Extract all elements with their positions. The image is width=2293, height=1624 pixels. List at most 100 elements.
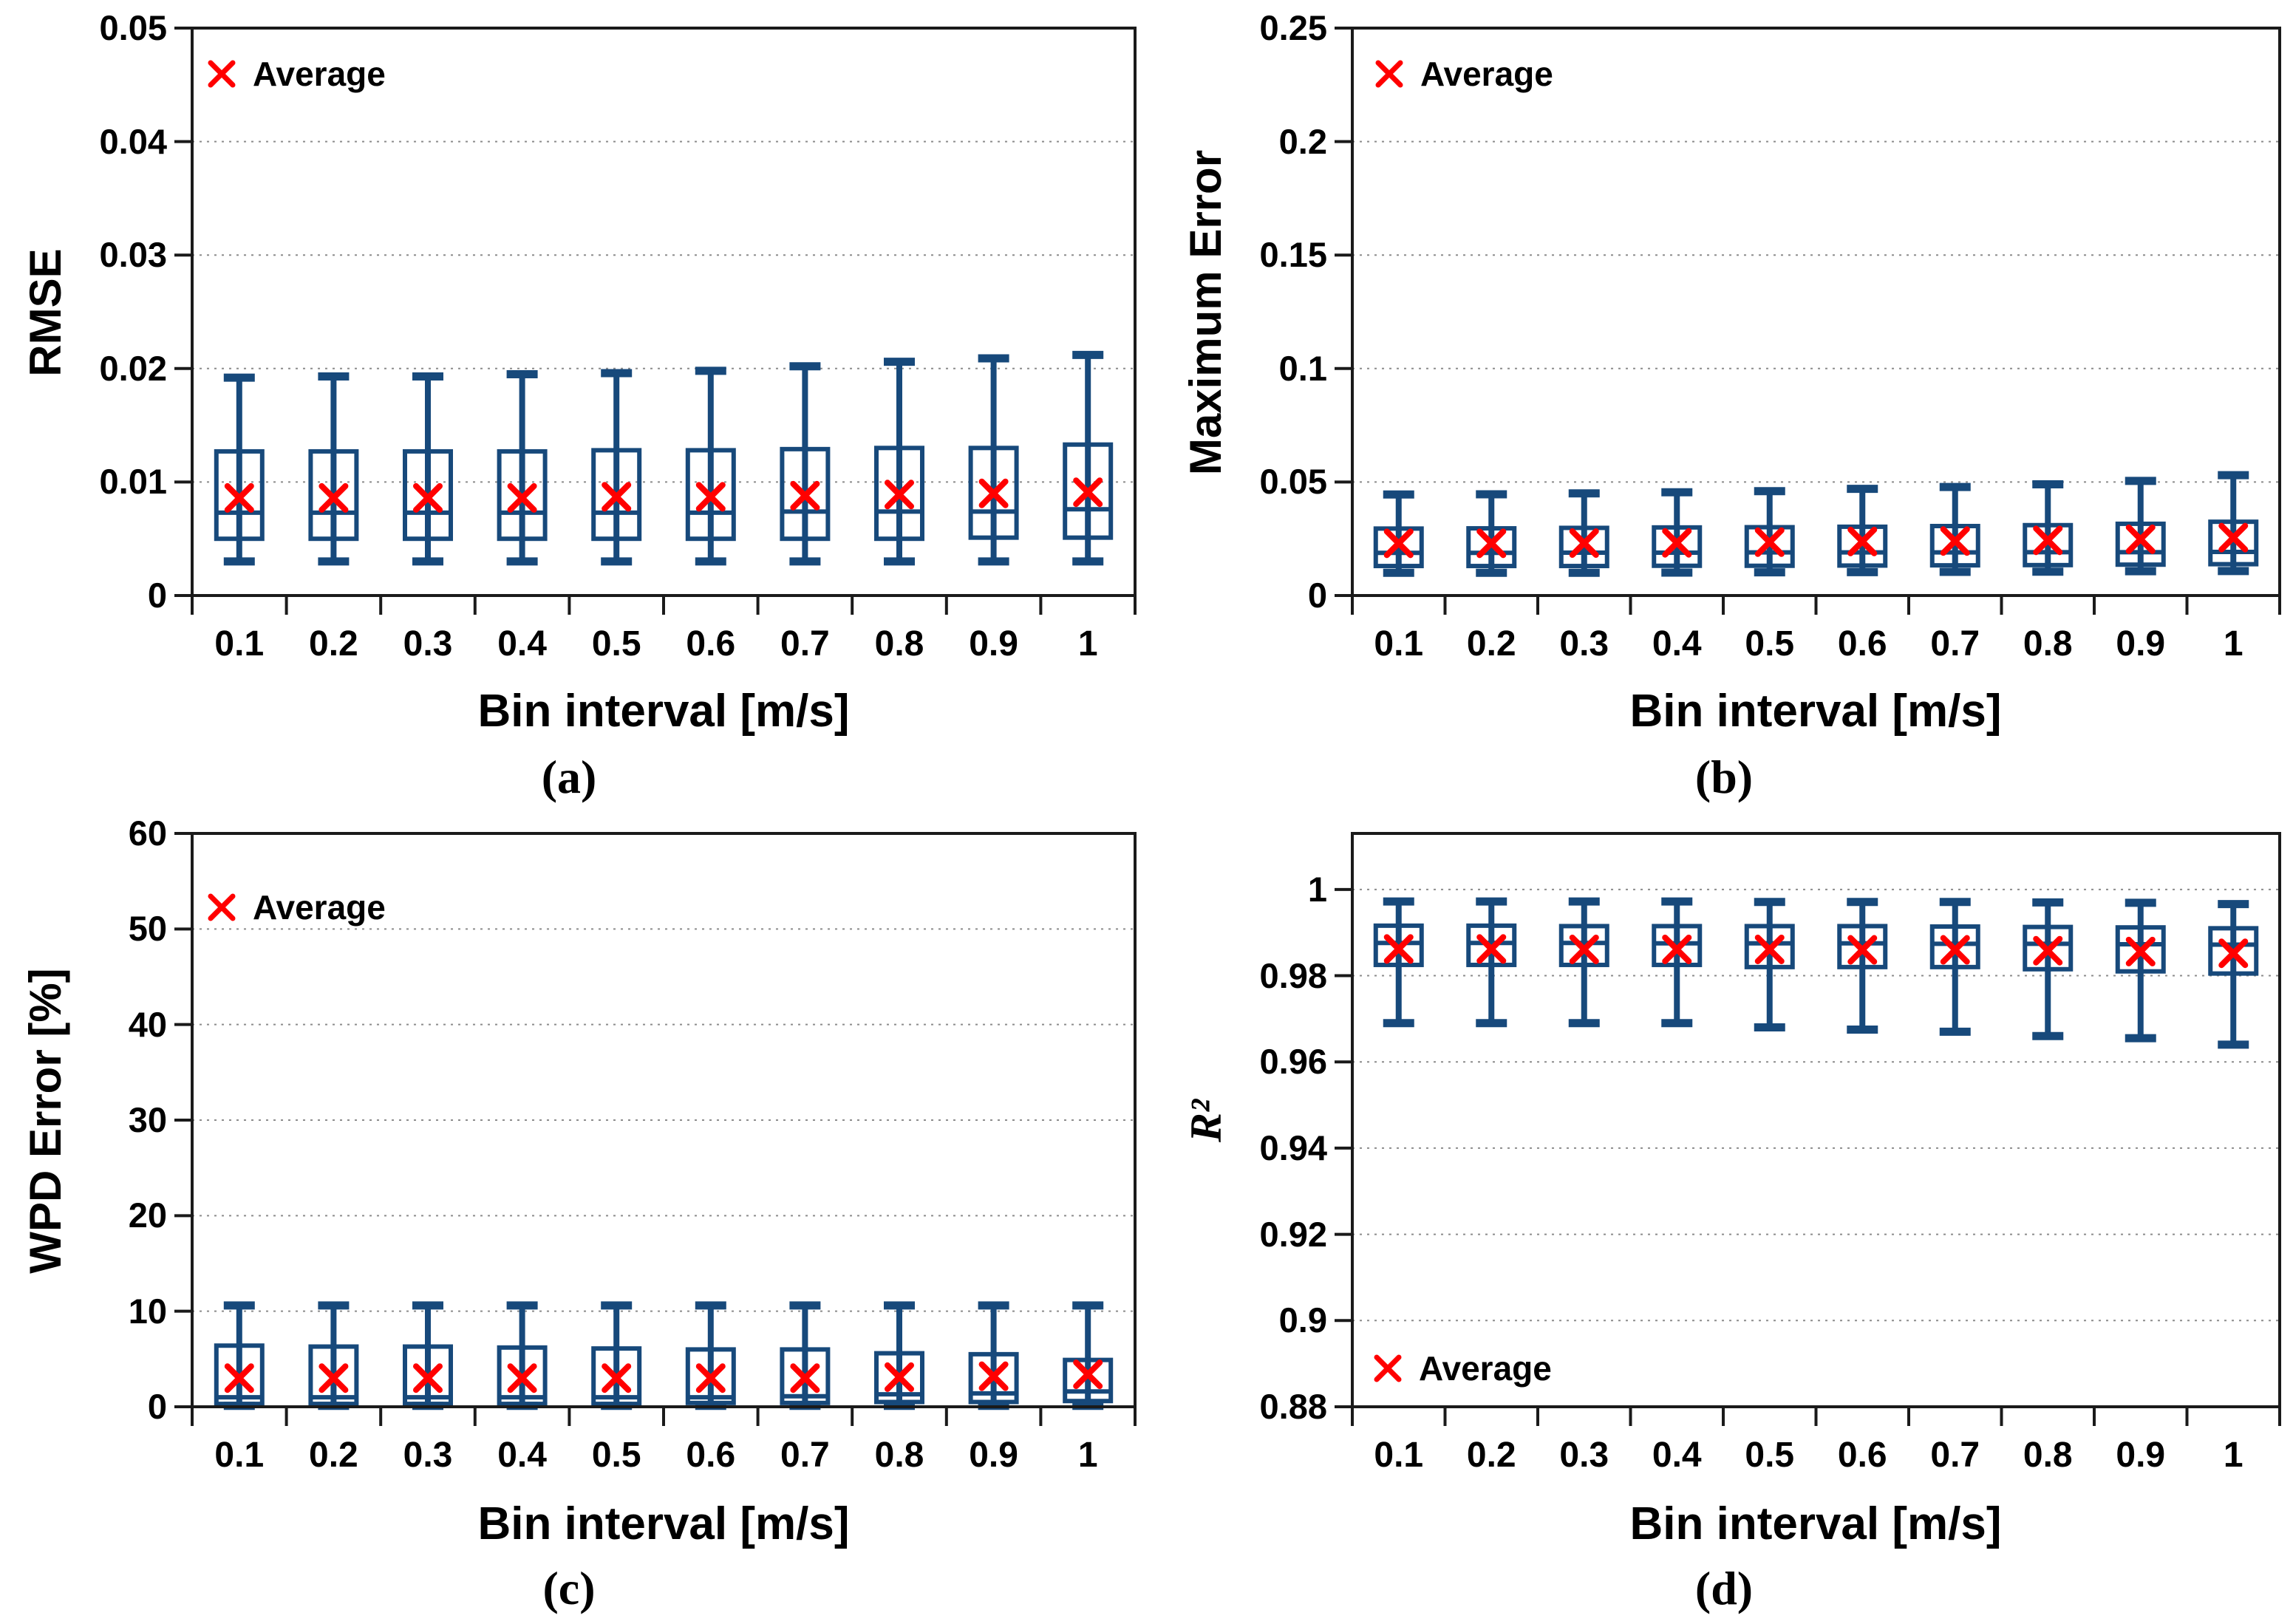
box-iqr [403,1344,453,1407]
box-iqr [1744,924,1795,969]
box-iqr [1558,924,1609,967]
box-iqr [1063,1357,1114,1404]
box-iqr [780,1347,831,1405]
average-marker [602,1363,632,1393]
legend-average-icon [208,60,236,88]
y-tick-label: 30 [128,1100,167,1139]
box-iqr [1837,924,1888,969]
average-marker [1569,934,1599,964]
average-marker [1073,477,1103,508]
average-marker [507,1363,537,1393]
box-iqr [1929,924,1980,969]
average-marker [885,480,914,510]
box-iqr [1744,525,1795,568]
box-iqr [1558,525,1609,569]
x-axis-title: Bin interval [m/s] [1629,686,2002,737]
box-iqr [2115,521,2166,567]
x-axis-title: Bin interval [m/s] [477,1498,850,1549]
average-marker [1073,1359,1103,1390]
y-tick-label: 0 [147,1387,167,1426]
average-marker [2033,935,2063,966]
average-marker [1754,527,1785,557]
y-tick-label: 40 [128,1004,167,1044]
box-iqr [2023,522,2074,567]
x-tick-label: 0.9 [969,624,1018,663]
box-iqr [685,448,736,542]
box-iqr [968,446,1019,540]
y-tick-label: 0.98 [1259,955,1327,995]
box-iqr [1652,525,1703,568]
x-tick-label: 0.5 [591,624,641,663]
x-tick-label: 0.3 [403,1436,453,1475]
x-tick-label: 0.1 [214,624,265,663]
box-iqr [2208,519,2259,567]
x-tick-label: 0.2 [1466,624,1516,663]
average-marker [695,482,726,512]
box-iqr [1466,923,1517,967]
average-marker [1940,935,1970,965]
average-marker [790,480,820,511]
x-tick-label: 1 [1077,624,1098,663]
x-tick-label: 0.3 [1559,624,1609,663]
x-tick-label: 1 [2223,1436,2243,1475]
box-iqr [308,1344,359,1407]
legend-label: Average [253,55,386,93]
x-tick-label: 0.4 [1652,1436,1702,1475]
box-iqr [874,446,924,542]
x-tick-label: 0.1 [1374,624,1424,663]
box-iqr [1837,524,1888,568]
x-tick-label: 0.4 [497,1436,547,1475]
x-tick-label: 0.1 [214,1436,265,1475]
average-marker [695,1363,726,1393]
average-marker [224,1363,254,1393]
y-tick-label: 20 [128,1195,167,1235]
average-marker [2125,936,2156,966]
box-iqr [591,448,642,542]
box-iqr [2115,925,2166,974]
x-tick-label: 0.7 [1930,1436,1980,1475]
y-tick-label: 0.94 [1259,1127,1327,1167]
y-tick-label: 1 [1307,869,1327,909]
y-tick-label: 0.88 [1259,1387,1327,1426]
average-marker [978,478,1009,508]
y-tick-label: 0.9 [1278,1300,1327,1340]
box-iqr [308,448,359,542]
box-iqr [214,1343,265,1407]
x-tick-label: 0.5 [1745,1436,1795,1475]
average-marker [2033,525,2063,556]
x-tick-label: 0.9 [969,1436,1018,1475]
average-marker [413,1363,443,1393]
average-marker [1662,934,1692,964]
average-marker [602,482,632,512]
x-tick-label: 0.2 [309,1436,358,1475]
x-axis-title: Bin interval [m/s] [477,686,850,737]
x-tick-label: 0.4 [497,624,547,663]
x-tick-label: 0.5 [591,1436,641,1475]
average-marker [790,1363,820,1393]
average-marker [1754,934,1785,964]
x-tick-label: 0.4 [1652,624,1702,663]
x-tick-label: 0.8 [874,624,924,663]
y-tick-label: 0.04 [99,121,167,161]
y-tick-label: 0.05 [99,8,167,47]
panel-label: (d) [1694,1562,1754,1614]
average-marker [318,482,349,513]
average-marker [1476,528,1507,559]
y-tick-label: 0.92 [1259,1214,1327,1254]
y-tick-label: 0.03 [99,235,167,275]
average-marker [978,1361,1009,1391]
x-tick-label: 0.3 [1559,1436,1609,1475]
x-tick-label: 0.9 [2116,624,2166,663]
x-tick-label: 0.7 [780,1436,830,1475]
x-tick-label: 0.6 [1837,624,1887,663]
y-tick-label: 0.96 [1259,1042,1327,1082]
box-iqr [1063,442,1114,540]
y-tick-label: 50 [128,909,167,949]
x-tick-label: 0.2 [309,624,358,663]
box-iqr [2208,926,2259,976]
average-marker [2218,938,2249,969]
x-axis-title: Bin interval [m/s] [1629,1498,2002,1549]
average-marker [1383,934,1414,964]
